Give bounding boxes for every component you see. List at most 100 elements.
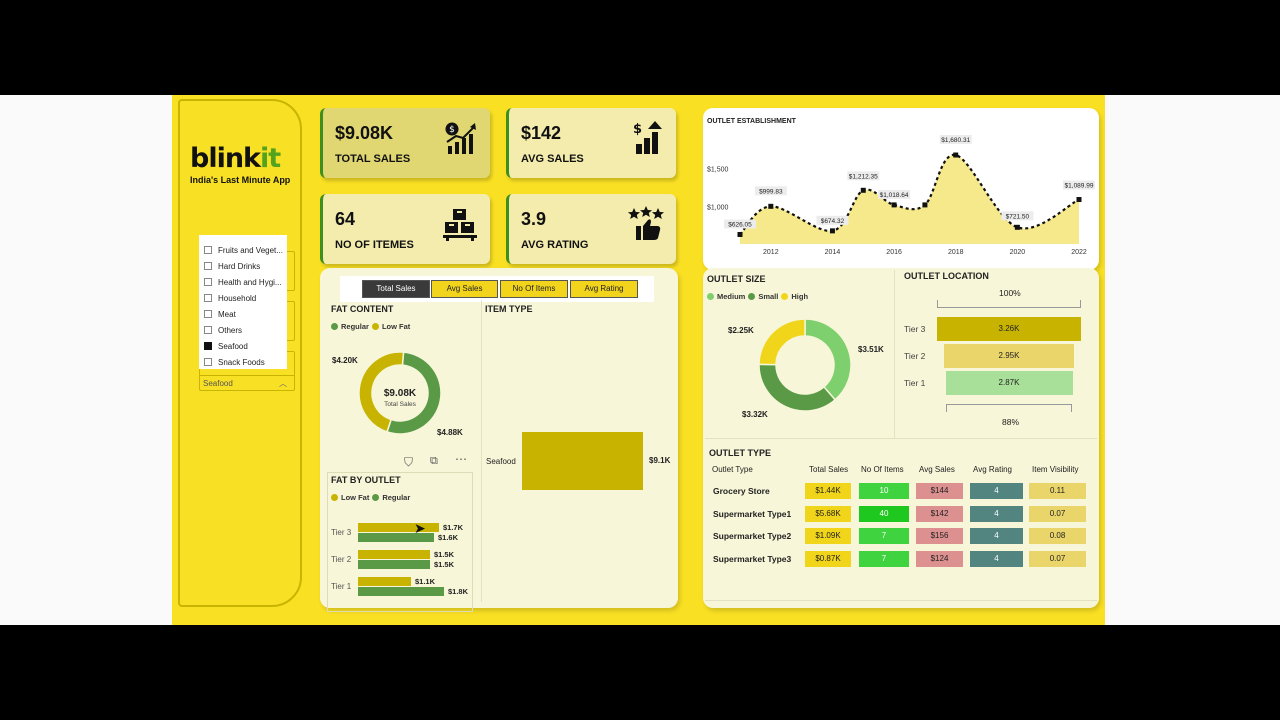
slicer-item-label: Meat <box>218 309 236 319</box>
bar-data-label: $1.7K <box>443 523 464 532</box>
slicer-selected-value: Seafood <box>203 379 233 388</box>
data-label: $1,018.64 <box>878 189 911 199</box>
donut-center-value: $9.08K <box>384 388 417 399</box>
axis-tick-label: Tier 2 <box>331 555 352 564</box>
series-line[interactable] <box>739 153 1080 236</box>
donut-segment[interactable] <box>758 363 837 412</box>
data-point[interactable] <box>737 231 743 237</box>
item-type-slicer[interactable]: Fruits and Veget... Hard Drinks Health and… <box>199 235 287 369</box>
funnel-bar[interactable]: 2.87K <box>945 371 1073 395</box>
kpi-no-of-items[interactable]: 64 NO OF ITEMES <box>320 194 490 264</box>
data-label-background <box>1001 211 1034 221</box>
data-label-text: $1,089.99 <box>1065 183 1094 190</box>
outlet-type-cell: Grocery Store <box>713 486 770 496</box>
checkbox[interactable] <box>204 358 212 366</box>
bar-data-label: $1.5K <box>434 560 455 569</box>
slicer-item[interactable]: Hard Drinks <box>199 258 287 274</box>
fat-by-outlet-visual[interactable] <box>327 472 473 612</box>
bar[interactable] <box>358 550 430 559</box>
bar[interactable] <box>358 587 444 596</box>
donut-segment[interactable] <box>758 318 806 366</box>
data-point[interactable] <box>891 202 897 208</box>
brand-tagline: India's Last Minute App <box>190 175 291 185</box>
table-header[interactable]: Outlet Type <box>712 465 753 474</box>
axis-tick-label: Tier 1 <box>904 378 926 388</box>
checkbox[interactable] <box>204 262 212 270</box>
table-header[interactable]: Total Sales <box>809 465 849 474</box>
checkbox[interactable] <box>204 246 212 254</box>
slicer-item[interactable]: Snack Foods <box>199 354 287 369</box>
legend-item: Medium <box>717 292 746 301</box>
tab-avg-rating[interactable]: Avg Rating <box>570 280 638 298</box>
slicer-item-label: Health and Hygi... <box>218 277 282 287</box>
slicer-item[interactable]: Household <box>199 290 287 306</box>
checkbox[interactable] <box>204 342 212 350</box>
table-header[interactable]: Item Visibility <box>1032 465 1079 474</box>
slicer-item[interactable]: Others <box>199 322 287 338</box>
table-row[interactable]: Supermarket Type2 $1.09K 7 $156 4 0.08 <box>705 528 1097 545</box>
data-point[interactable] <box>1014 224 1020 230</box>
data-label-text: $674.32 <box>821 218 845 225</box>
table-header[interactable]: Avg Rating <box>973 465 1012 474</box>
checkbox[interactable] <box>204 310 212 318</box>
fat-content-donut[interactable]: $9.08K Total Sales $4.20K $4.88K <box>330 335 480 445</box>
table-header[interactable]: No Of Items <box>861 465 904 474</box>
outlet-establishment-chart[interactable]: $1,500 $1,000 2012 2014 2016 2018 2020 2022 $626… <box>703 126 1099 266</box>
funnel-bar[interactable]: 3.26K <box>937 317 1081 341</box>
bar[interactable] <box>358 523 439 532</box>
slicer-dropdown[interactable]: Seafood ︿ <box>199 375 295 391</box>
slicer-item[interactable]: Fruits and Veget... <box>199 242 287 258</box>
legend-item: Small <box>758 292 779 301</box>
item-type-bar[interactable] <box>522 432 643 490</box>
data-label-background <box>724 219 756 229</box>
slicer-item[interactable]: Seafood <box>199 338 287 354</box>
bar[interactable] <box>358 577 411 586</box>
data-point[interactable] <box>922 202 928 208</box>
slicer-item[interactable]: Meat <box>199 306 287 322</box>
more-options-icon[interactable]: ⋯ <box>455 452 467 466</box>
tab-avg-sales[interactable]: Avg Sales <box>431 280 498 298</box>
divider <box>894 270 895 438</box>
bar-data-label: $1.5K <box>434 550 455 559</box>
outlet-size-donut[interactable]: $2.25K $3.51K $3.32K <box>720 308 890 428</box>
outlet-location-title: OUTLET LOCATION <box>904 271 989 281</box>
data-label: $1,680.31 <box>939 135 972 145</box>
table-row[interactable]: Supermarket Type1 $5.68K 40 $142 4 0.07 <box>705 505 1097 523</box>
kpi-avg-sales[interactable]: $142 AVG SALES $ <box>506 108 676 178</box>
checkbox[interactable] <box>204 326 212 334</box>
table-row[interactable]: Supermarket Type3 $0.87K 7 $124 4 0.07 <box>705 550 1097 568</box>
table-header[interactable]: Avg Sales <box>919 465 955 474</box>
donut-center-label: Total Sales <box>384 401 417 408</box>
filter-icon[interactable]: ⛉ <box>404 455 414 469</box>
slicer-item[interactable]: Health and Hygi... <box>199 274 287 290</box>
data-label-background <box>754 186 787 196</box>
data-point[interactable] <box>768 203 774 209</box>
table-row[interactable]: Grocery Store $1.44K 10 $144 4 0.11 <box>705 483 1097 500</box>
donut-segment[interactable] <box>358 351 405 433</box>
table-cell: $124 <box>916 550 963 567</box>
kpi-avg-rating[interactable]: 3.9 AVG RATING <box>506 194 676 264</box>
data-point[interactable] <box>829 228 835 234</box>
data-point[interactable] <box>860 187 866 193</box>
bar[interactable] <box>358 560 430 569</box>
focus-mode-icon[interactable]: ⧉ <box>430 455 438 467</box>
checkbox[interactable] <box>204 294 212 302</box>
bar[interactable] <box>358 533 434 542</box>
kpi-total-sales[interactable]: $9.08K TOTAL SALES $ <box>320 108 490 178</box>
tab-no-of-items[interactable]: No Of Items <box>500 280 568 298</box>
funnel-bar[interactable]: 2.95K <box>944 344 1074 368</box>
tab-total-sales[interactable]: Total Sales <box>362 280 430 298</box>
funnel-top-label: 100% <box>999 288 1021 298</box>
outlet-type-title: OUTLET TYPE <box>709 448 772 458</box>
legend-item: Regular <box>382 493 411 502</box>
kpi-label: AVG SALES <box>521 153 584 165</box>
item-type-category-label: Seafood <box>486 457 516 466</box>
data-point[interactable] <box>1076 197 1082 203</box>
chevron-up-icon[interactable]: ︿ <box>279 379 287 388</box>
data-label: $674.32 <box>816 215 849 225</box>
data-point[interactable] <box>953 152 959 158</box>
donut-segment[interactable] <box>804 318 852 401</box>
data-label-background <box>878 189 911 199</box>
checkbox[interactable] <box>204 278 212 286</box>
bar-data-label: $1.8K <box>448 587 469 596</box>
